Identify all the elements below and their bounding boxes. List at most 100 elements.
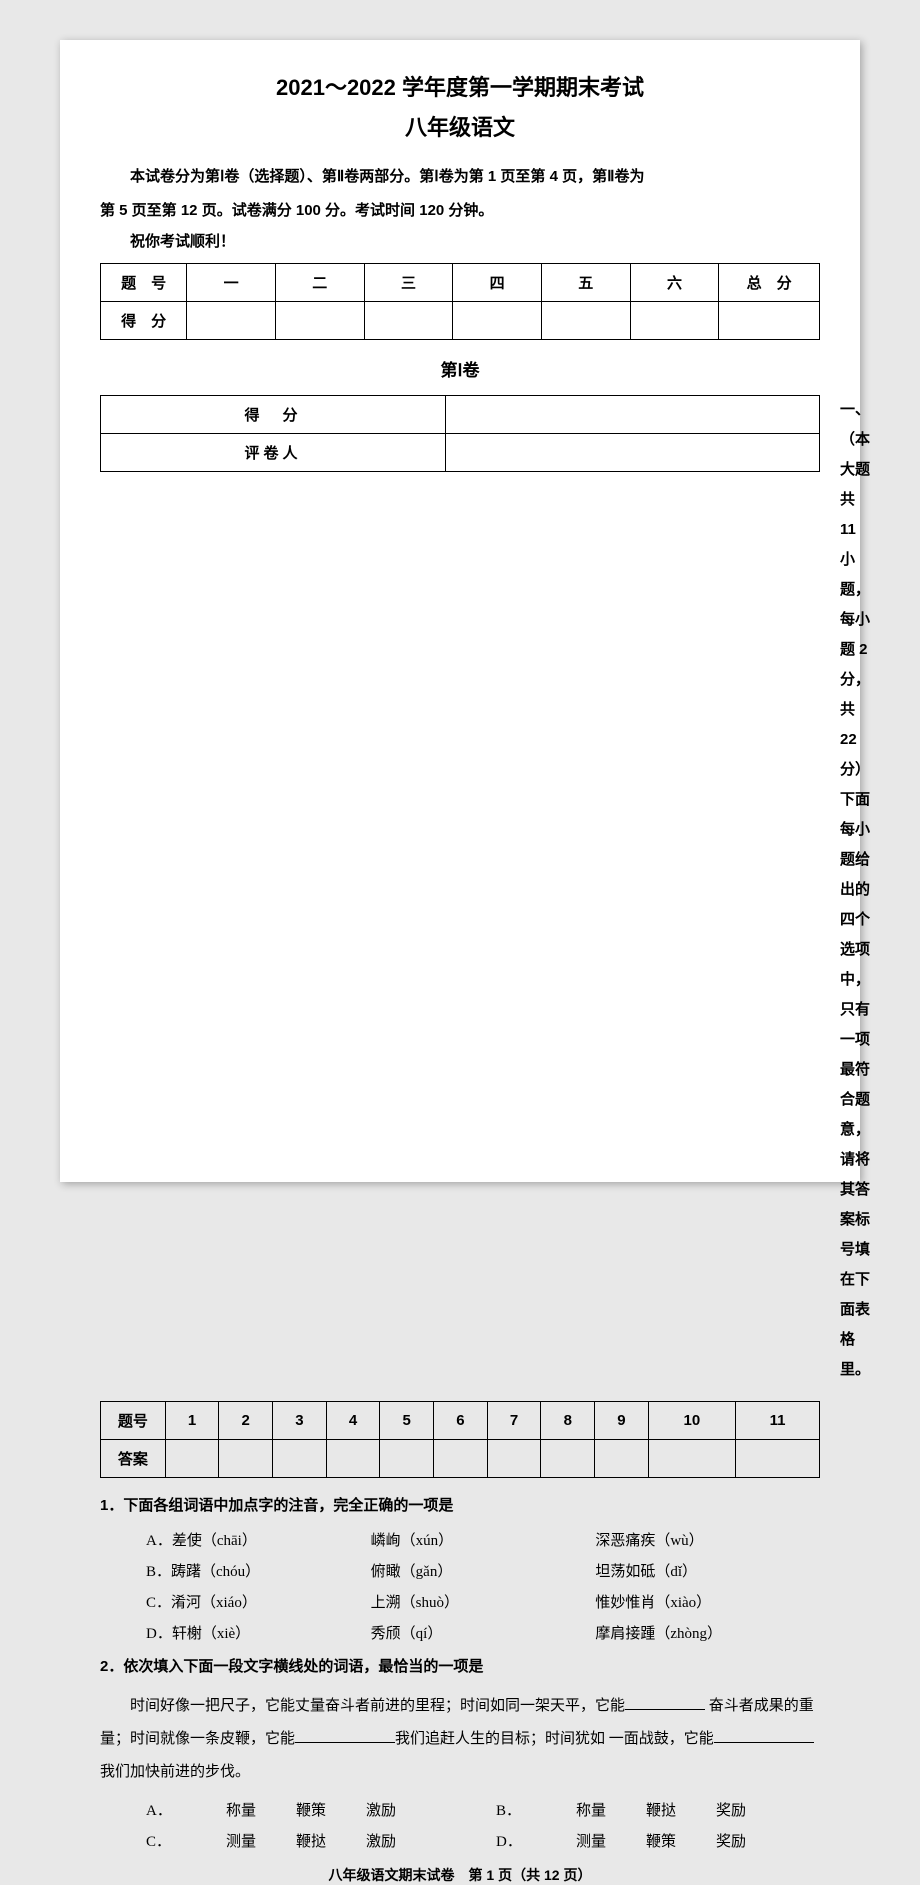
q1-opt: 坦荡如砥（dǐ） [595,1560,820,1581]
answer-cell [595,1440,649,1478]
answer-cell [380,1440,434,1478]
q2-opt-label: D． [496,1830,576,1851]
gap [436,1799,496,1820]
score-table-header: 题 号 一 二 三 四 五 六 总 分 [101,264,820,302]
answer-cell [648,1440,735,1478]
q1-opt: 上溯（shuò） [371,1591,596,1612]
answer-table: 题号 1 2 3 4 5 6 7 8 9 10 11 答案 [100,1401,820,1478]
gap [436,1830,496,1851]
score-col: 六 [630,264,719,302]
answer-cell [434,1440,488,1478]
q1-opt: 摩肩接踵（zhòng） [595,1622,820,1643]
answer-row-label: 题号 [101,1402,166,1440]
goodluck: 祝你考试顺利！ [100,230,820,251]
answer-cell [487,1440,541,1478]
answer-num: 9 [595,1402,649,1440]
grader-table: 得 分 评卷人 [100,395,820,472]
answer-num: 10 [648,1402,735,1440]
score-col: 二 [275,264,364,302]
blank [295,1728,395,1743]
score-col: 五 [541,264,630,302]
q2-opt-word: 鞭挞 [646,1799,716,1820]
score-row-label: 得 分 [101,302,187,340]
q1-stem: 1．下面各组词语中加点字的注音，完全正确的一项是 [100,1492,820,1519]
score-table: 题 号 一 二 三 四 五 六 总 分 得 分 [100,263,820,340]
score-cell [275,302,364,340]
score-col: 一 [187,264,276,302]
answer-num: 2 [219,1402,273,1440]
score-cell [541,302,630,340]
blank [625,1695,705,1710]
answer-cell [326,1440,380,1478]
answer-table-blank-row: 答案 [101,1440,820,1478]
q1-opt: D．轩榭（xiè） [146,1622,371,1643]
answer-table-header: 题号 1 2 3 4 5 6 7 8 9 10 11 [101,1402,820,1440]
q1-option-row: A．差使（chāi） 嶙峋（xún） 深恶痛疾（wù） [100,1529,820,1550]
q1-opt: 深恶痛疾（wù） [595,1529,820,1550]
q1-option-row: D．轩榭（xiè） 秀颀（qí） 摩肩接踵（zhòng） [100,1622,820,1643]
q2-opt-label: B． [496,1799,576,1820]
q2-text: 我们追赶人生的目标；时间犹如 [395,1731,605,1747]
answer-num: 4 [326,1402,380,1440]
answer-num: 6 [434,1402,488,1440]
q2-option-row: A． 称量 鞭策 激励 B． 称量 鞭挞 奖励 [100,1799,820,1820]
answer-cell [735,1440,819,1478]
q1-opt: A．差使（chāi） [146,1529,371,1550]
q1-opt: B．踌躇（chóu） [146,1560,371,1581]
q1-opt: 秀颀（qí） [371,1622,596,1643]
score-cell [364,302,453,340]
q1-opt: C．淆河（xiáo） [146,1591,371,1612]
q2-opt-word: 鞭策 [296,1799,366,1820]
score-row-label: 题 号 [101,264,187,302]
answer-num: 3 [273,1402,327,1440]
paper1-title: 第Ⅰ卷 [100,356,820,381]
q2-opt-word: 称量 [226,1799,296,1820]
grader-reviewer-label: 评卷人 [101,434,446,472]
answer-cell [165,1440,219,1478]
section-desc: 一、（本大题共 11 小题，每小题 2 分，共 22 分）下面每小题给出的四个选… [840,395,870,1385]
q2-text: 时间好像一把尺子，它能丈量奋斗者前进的里程；时间如同一架天平，它能 [130,1698,625,1714]
answer-cell [273,1440,327,1478]
q2-opt-label: A． [146,1799,226,1820]
q1-opt: 惟妙惟肖（xiào） [595,1591,820,1612]
page-footer: 八年级语文期末试卷 第 1 页（共 12 页） [100,1865,820,1885]
grader-score-label: 得 分 [101,396,446,434]
score-cell [187,302,276,340]
q2-opt-word: 鞭策 [646,1830,716,1851]
score-col: 四 [453,264,542,302]
q1-option-row: C．淆河（xiáo） 上溯（shuò） 惟妙惟肖（xiào） [100,1591,820,1612]
answer-num: 1 [165,1402,219,1440]
q2-text: 我们加快前进的步伐。 [100,1764,250,1780]
q2-body: 时间好像一把尺子，它能丈量奋斗者前进的里程；时间如同一架天平，它能 奋斗者成果的… [100,1690,820,1789]
q1-opt: 俯瞰（gǎn） [371,1560,596,1581]
answer-row-label: 答案 [101,1440,166,1478]
score-col: 三 [364,264,453,302]
title-line1: 2021～2022 学年度第一学期期末考试 [100,70,820,102]
q1-option-row: B．踌躇（chóu） 俯瞰（gǎn） 坦荡如砥（dǐ） [100,1560,820,1581]
q1-opt: 嶙峋（xún） [371,1529,596,1550]
title-line2: 八年级语文 [100,110,820,142]
grader-reviewer-cell [446,434,820,472]
intro-line2: 第 5 页至第 12 页。试卷满分 100 分。考试时间 120 分钟。 [100,196,820,226]
grader-score-cell [446,396,820,434]
q2-opt-word: 测量 [576,1830,646,1851]
q2-opt-word: 鞭挞 [296,1830,366,1851]
section-header-row: 得 分 评卷人 一、（本大题共 11 小题，每小题 2 分，共 22 分）下面每… [100,395,820,1385]
score-col: 总 分 [719,264,820,302]
answer-num: 11 [735,1402,819,1440]
answer-cell [541,1440,595,1478]
answer-num: 5 [380,1402,434,1440]
q2-option-row: C． 测量 鞭挞 激励 D． 测量 鞭策 奖励 [100,1830,820,1851]
q2-opt-word: 激励 [366,1799,436,1820]
q2-opt-word: 测量 [226,1830,296,1851]
q2-opt-word: 奖励 [716,1830,786,1851]
q2-stem: 2．依次填入下面一段文字横线处的词语，最恰当的一项是 [100,1653,820,1680]
exam-page: 2021～2022 学年度第一学期期末考试 八年级语文 本试卷分为第Ⅰ卷（选择题… [60,40,860,1182]
answer-cell [219,1440,273,1478]
score-cell [630,302,719,340]
answer-num: 7 [487,1402,541,1440]
answer-num: 8 [541,1402,595,1440]
q2-text: 一面战鼓，它能 [609,1731,714,1747]
q2-opt-word: 称量 [576,1799,646,1820]
blank [714,1728,814,1743]
